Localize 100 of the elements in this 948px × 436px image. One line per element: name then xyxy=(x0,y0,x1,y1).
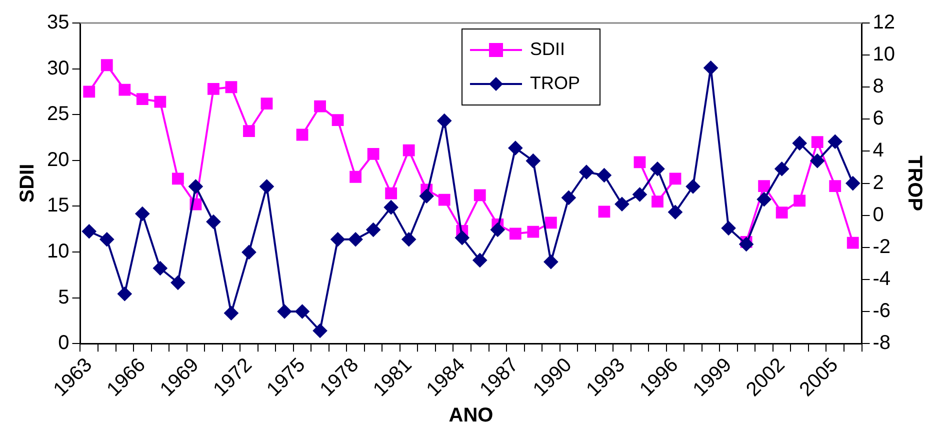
point xyxy=(650,162,664,176)
point xyxy=(243,125,255,138)
point xyxy=(846,236,859,249)
point xyxy=(757,192,772,206)
point xyxy=(188,179,203,194)
point xyxy=(634,156,646,168)
y-tick-label: 5 xyxy=(58,286,70,308)
point xyxy=(437,114,452,128)
point xyxy=(474,189,486,202)
point xyxy=(455,230,470,245)
point xyxy=(260,179,274,194)
point xyxy=(527,226,540,238)
point xyxy=(82,224,96,238)
point xyxy=(296,128,308,141)
point xyxy=(544,216,557,229)
point xyxy=(668,205,682,220)
point xyxy=(242,245,256,260)
y2-tick-label: -4 xyxy=(872,268,891,290)
point xyxy=(794,194,806,207)
y2-tick-label: -2 xyxy=(872,236,891,258)
y-tick-label: 0 xyxy=(58,332,70,354)
point xyxy=(846,176,860,190)
point xyxy=(330,232,345,246)
point xyxy=(526,154,540,168)
y2-tick-label: 2 xyxy=(872,172,884,194)
point xyxy=(438,194,450,206)
y2-axis-title: TROP xyxy=(903,156,926,212)
point xyxy=(350,170,362,183)
point xyxy=(579,165,594,180)
point xyxy=(208,82,220,95)
point xyxy=(313,324,328,338)
y-tick-label: 25 xyxy=(46,103,70,126)
point xyxy=(135,206,150,221)
point xyxy=(153,261,168,276)
point xyxy=(332,114,344,126)
y2-tick-label: 12 xyxy=(872,12,896,34)
point xyxy=(774,162,789,176)
point xyxy=(118,286,132,301)
point xyxy=(295,304,310,319)
point xyxy=(490,222,505,237)
point xyxy=(598,206,610,218)
point xyxy=(366,222,380,237)
point xyxy=(828,134,842,149)
y-tick-label: 35 xyxy=(46,12,70,34)
y-tick-label: 15 xyxy=(46,194,70,217)
y2-tick-label: -6 xyxy=(872,300,891,322)
y2-tick-label: 0 xyxy=(872,204,884,226)
point xyxy=(402,232,416,246)
point xyxy=(472,253,487,268)
point xyxy=(614,197,629,212)
point xyxy=(810,154,824,168)
point xyxy=(508,141,522,156)
point xyxy=(118,84,131,96)
y-tick-label: 10 xyxy=(46,240,70,262)
point xyxy=(224,306,238,320)
point xyxy=(100,232,114,246)
point xyxy=(225,81,238,94)
point xyxy=(172,172,184,185)
point xyxy=(100,59,113,72)
point xyxy=(348,232,363,246)
point xyxy=(704,60,718,75)
point xyxy=(776,206,788,219)
point xyxy=(83,86,96,98)
y2-tick-label: -8 xyxy=(872,332,891,354)
legend-label: TROP xyxy=(530,72,580,93)
point xyxy=(170,276,185,290)
point xyxy=(739,237,754,252)
point xyxy=(509,228,522,240)
point xyxy=(792,136,807,150)
point xyxy=(722,221,736,236)
point xyxy=(420,189,434,204)
point xyxy=(260,98,273,110)
point xyxy=(829,180,842,192)
point xyxy=(632,188,647,202)
point xyxy=(384,200,398,214)
point xyxy=(154,96,166,108)
x-axis-title: ANO xyxy=(448,404,494,427)
point xyxy=(544,254,558,269)
y2-tick-label: 4 xyxy=(872,140,884,162)
point xyxy=(402,144,415,156)
y2-tick-label: 8 xyxy=(872,76,884,98)
point xyxy=(669,172,682,185)
legend-label: SDII xyxy=(530,38,566,59)
point xyxy=(758,180,770,192)
point xyxy=(597,168,612,182)
point xyxy=(136,93,148,105)
y2-tick-label: 6 xyxy=(872,108,884,130)
y-tick-label: 30 xyxy=(46,57,70,80)
point xyxy=(367,148,380,160)
point xyxy=(314,100,326,112)
point xyxy=(278,304,292,319)
y-axis-title: SDII xyxy=(16,164,39,203)
point xyxy=(652,196,664,208)
y2-tick-label: 10 xyxy=(872,44,896,66)
point xyxy=(385,187,398,200)
point xyxy=(686,179,700,194)
point xyxy=(562,190,576,205)
point xyxy=(811,136,824,148)
y-tick-label: 20 xyxy=(46,148,70,171)
point xyxy=(206,214,220,229)
